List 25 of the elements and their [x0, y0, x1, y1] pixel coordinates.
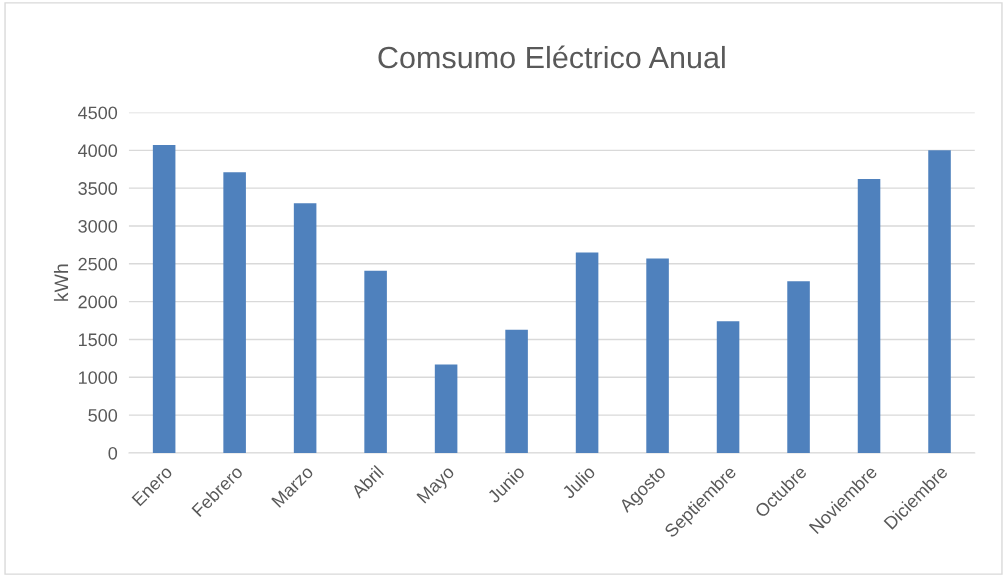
- bar: [223, 172, 246, 453]
- y-tick-label: 2000: [78, 295, 118, 309]
- y-tick-label: 3000: [78, 219, 118, 233]
- y-tick-label: 0: [108, 446, 118, 460]
- bar: [716, 321, 740, 453]
- y-tick-label: 4000: [78, 144, 118, 158]
- y-tick-label: 2500: [78, 257, 118, 271]
- bar: [646, 258, 669, 453]
- bar: [152, 145, 176, 453]
- y-axis-title: kWh: [53, 264, 69, 301]
- bar: [293, 203, 317, 453]
- bar: [575, 252, 599, 453]
- y-tick-label: 3500: [78, 182, 118, 195]
- x-tick-label: Julio: [561, 464, 596, 500]
- bar: [364, 270, 387, 453]
- y-tick-label: 4500: [78, 106, 118, 120]
- bar: [787, 281, 810, 453]
- y-tick-label: 1000: [79, 371, 118, 385]
- bar: [434, 364, 458, 453]
- chart-title: Comsumo Eléctrico Anual: [378, 45, 725, 69]
- y-tick-label: 500: [88, 409, 118, 422]
- bar: [505, 329, 528, 453]
- bar: [857, 179, 881, 453]
- bar: [928, 150, 951, 453]
- y-tick-label: 1500: [79, 333, 118, 347]
